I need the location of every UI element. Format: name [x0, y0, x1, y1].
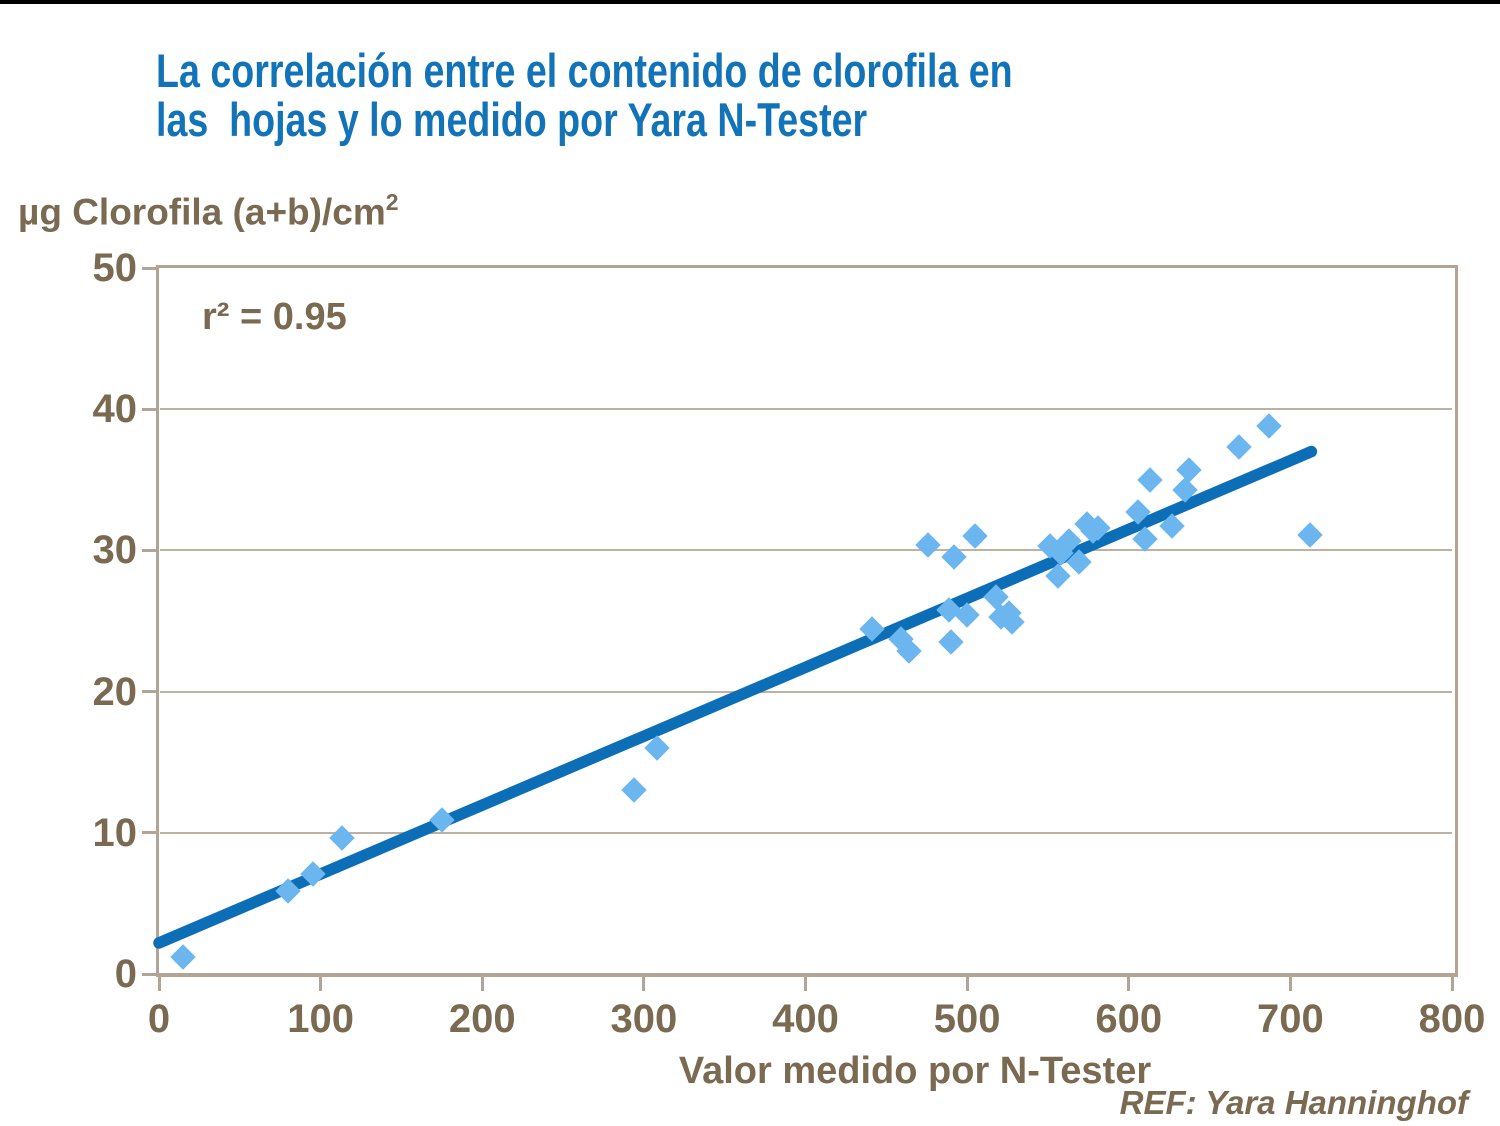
y-tick-20 [142, 690, 159, 694]
x-tick-label-200: 200 [448, 997, 516, 1041]
y-tick-50 [142, 266, 159, 270]
r-squared-annotation: r² = 0.95 [202, 296, 347, 338]
x-tick-label-600: 600 [1095, 997, 1163, 1041]
y-tick-10 [142, 831, 159, 835]
gridline-y-30 [160, 549, 1452, 552]
top-border-bar [0, 0, 1500, 4]
x-tick-500 [965, 977, 969, 991]
chart-title-line2: las hojas y lo medido por Yara N-Tester [156, 93, 868, 146]
y-tick-label-0: 0 [114, 952, 137, 996]
y-tick-label-40: 40 [92, 387, 138, 432]
y-tick-label-50: 50 [92, 246, 138, 290]
x-tick-300 [642, 977, 646, 991]
x-tick-label-700: 700 [1257, 997, 1324, 1041]
y-tick-30 [142, 548, 159, 552]
chart-title: La correlación entre el contenido de clo… [156, 46, 1013, 144]
gridline-y-20 [160, 690, 1452, 693]
y-axis-unit-text: µg Clorofila (a+b)/cm [18, 191, 386, 233]
x-tick-0 [157, 977, 161, 991]
gridline-y-10 [160, 831, 1452, 834]
x-tick-400 [804, 977, 807, 991]
y-tick-label-20: 20 [92, 669, 138, 714]
y-tick-label-30: 30 [92, 528, 138, 573]
x-tick-label-100: 100 [287, 997, 354, 1041]
reference-note: REF: Yara Hanninghof [1119, 1084, 1468, 1121]
x-tick-label-400: 400 [772, 997, 839, 1041]
x-tick-100 [319, 977, 323, 991]
plot-area [156, 265, 1458, 977]
gridline-y-40 [160, 408, 1452, 411]
x-tick-600 [1127, 977, 1131, 991]
x-tick-label-800: 800 [1418, 997, 1486, 1041]
y-axis-unit-superscript: 2 [385, 188, 399, 215]
y-axis-unit-label: µg Clorofila (a+b)/cm2 [18, 188, 399, 233]
y-tick-0 [142, 972, 159, 976]
y-tick-label-10: 10 [92, 810, 138, 855]
chart-title-line1: La correlación entre el contenido de clo… [156, 44, 1013, 97]
x-tick-label-0: 0 [147, 997, 171, 1041]
x-tick-800 [1450, 977, 1454, 991]
x-tick-label-300: 300 [610, 997, 678, 1041]
x-tick-label-500: 500 [933, 997, 1001, 1041]
x-axis-title: Valor medido por N-Tester [678, 1050, 1152, 1092]
y-tick-40 [142, 407, 159, 411]
x-tick-700 [1288, 977, 1292, 991]
x-tick-200 [480, 977, 484, 991]
